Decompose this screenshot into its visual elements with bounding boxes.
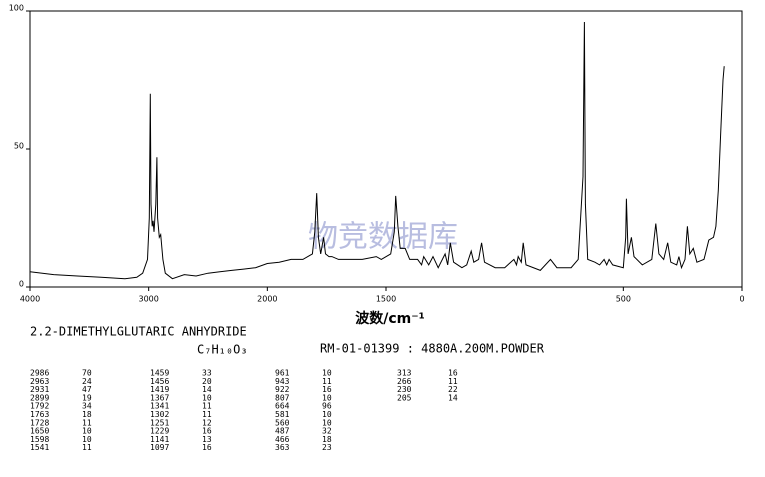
peak-intensity: 70 — [82, 369, 92, 378]
peak-wavenumber: 1650 — [30, 427, 49, 436]
formula: C₇H₁₀O₃ — [197, 343, 248, 357]
peak-intensity: 22 — [448, 385, 458, 394]
peak-intensity: 18 — [322, 435, 332, 444]
peak-wavenumber: 1341 — [150, 402, 169, 411]
watermark: 物竞数据库 — [308, 220, 458, 255]
peak-intensity: 11 — [82, 443, 92, 452]
peak-wavenumber: 2931 — [30, 385, 49, 394]
peak-intensity: 23 — [322, 443, 332, 452]
peak-intensity: 10 — [322, 369, 332, 378]
peak-intensity: 11 — [448, 377, 458, 386]
peak-intensity: 47 — [82, 385, 92, 394]
peak-wavenumber: 664 — [275, 402, 290, 411]
peak-wavenumber: 230 — [397, 385, 412, 394]
peak-intensity: 10 — [202, 393, 212, 402]
peak-wavenumber: 205 — [397, 393, 412, 402]
peak-wavenumber: 1229 — [150, 427, 169, 436]
peak-wavenumber: 807 — [275, 393, 290, 402]
x-tick-label: 500 — [616, 295, 631, 304]
x-tick-label: 4000 — [20, 295, 40, 304]
peak-intensity: 34 — [82, 402, 92, 411]
peak-wavenumber: 2986 — [30, 369, 49, 378]
peak-wavenumber: 1302 — [150, 410, 169, 419]
peak-intensity: 11 — [322, 377, 332, 386]
peak-intensity: 16 — [322, 385, 332, 394]
peak-intensity: 10 — [322, 410, 332, 419]
peak-wavenumber: 943 — [275, 377, 290, 386]
y-tick-label: 100 — [9, 4, 24, 13]
peak-intensity: 16 — [448, 369, 458, 378]
peak-wavenumber: 1763 — [30, 410, 49, 419]
peak-wavenumber: 266 — [397, 377, 412, 386]
x-tick-label: 3000 — [138, 295, 158, 304]
spectrum-line — [29, 21, 725, 280]
peak-wavenumber: 1141 — [150, 435, 169, 444]
x-tick-label: 0 — [739, 295, 744, 304]
peak-wavenumber: 2963 — [30, 377, 49, 386]
compound-name: 2.2-DIMETHYLGLUTARIC ANHYDRIDE — [30, 325, 247, 339]
peak-wavenumber: 1792 — [30, 402, 49, 411]
peak-intensity: 11 — [202, 402, 212, 411]
peak-wavenumber: 1541 — [30, 443, 49, 452]
peak-intensity: 16 — [202, 443, 212, 452]
peak-intensity: 33 — [202, 369, 212, 378]
peak-intensity: 14 — [448, 393, 458, 402]
peak-intensity: 32 — [322, 427, 332, 436]
peak-intensity: 10 — [322, 418, 332, 427]
peak-wavenumber: 1419 — [150, 385, 169, 394]
peak-intensity: 12 — [202, 418, 212, 427]
peak-wavenumber: 466 — [275, 435, 290, 444]
x-tick-label: 2000 — [257, 295, 277, 304]
peak-wavenumber: 1367 — [150, 393, 169, 402]
peak-intensity: 14 — [202, 385, 212, 394]
peak-wavenumber: 313 — [397, 369, 412, 378]
x-axis-label: 波数/cm⁻¹ — [355, 310, 425, 327]
peak-intensity: 24 — [82, 377, 92, 386]
peak-wavenumber: 961 — [275, 369, 290, 378]
peak-wavenumber: 922 — [275, 385, 290, 394]
peak-wavenumber: 1251 — [150, 418, 169, 427]
peak-wavenumber: 1728 — [30, 418, 49, 427]
peak-intensity: 10 — [82, 427, 92, 436]
peak-intensity: 10 — [322, 393, 332, 402]
y-tick-label: 0 — [19, 280, 24, 289]
peak-intensity: 13 — [202, 435, 212, 444]
peak-intensity: 96 — [322, 402, 332, 411]
peak-wavenumber: 1598 — [30, 435, 49, 444]
peak-wavenumber: 363 — [275, 443, 290, 452]
peak-intensity: 16 — [202, 427, 212, 436]
peak-intensity: 10 — [82, 435, 92, 444]
peak-intensity: 11 — [202, 410, 212, 419]
peak-wavenumber: 1097 — [150, 443, 169, 452]
peak-wavenumber: 2899 — [30, 393, 49, 402]
peak-intensity: 18 — [82, 410, 92, 419]
peak-wavenumber: 1459 — [150, 369, 169, 378]
peak-intensity: 20 — [202, 377, 212, 386]
peak-intensity: 19 — [82, 393, 92, 402]
peak-wavenumber: 581 — [275, 410, 290, 419]
peak-wavenumber: 487 — [275, 427, 290, 436]
peak-wavenumber: 560 — [275, 418, 290, 427]
x-tick-label: 1500 — [376, 295, 396, 304]
peak-wavenumber: 1456 — [150, 377, 169, 386]
sample-code: RM-01-01399 : 4880A.200M.POWDER — [320, 342, 545, 356]
peak-intensity: 11 — [82, 418, 92, 427]
y-tick-label: 50 — [14, 142, 24, 151]
